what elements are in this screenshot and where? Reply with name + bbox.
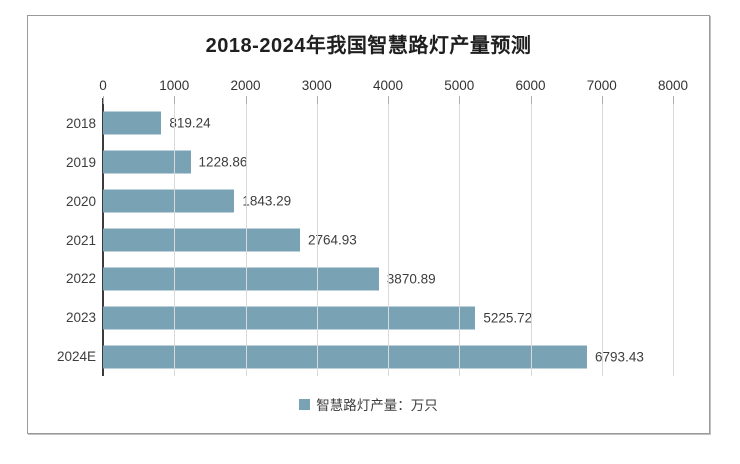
x-tick-label: 1000	[159, 78, 190, 93]
x-tick-label: 3000	[301, 78, 332, 93]
legend-square-marker	[299, 398, 311, 410]
x-tick-label: 6000	[515, 78, 546, 93]
gridline	[174, 104, 176, 376]
category-label: 2024E	[56, 349, 96, 365]
bar-row: 819.24	[103, 104, 673, 143]
bar-row: 5225.72	[103, 298, 673, 337]
value-label: 819.24	[169, 115, 211, 131]
category-axis-labels: 2018 2019 2020 2021 2022 2023 2024E	[32, 104, 96, 376]
bar-2024E	[103, 345, 588, 369]
axis-tick-mark	[316, 96, 318, 104]
bar-row: 3870.89	[103, 259, 673, 298]
bar-2021	[103, 228, 300, 252]
axis-tick-mark	[245, 96, 247, 104]
axis-tick-mark	[459, 96, 461, 104]
category-label: 2022	[65, 271, 96, 287]
axis-tick-mark	[174, 96, 176, 104]
legend-label: 智慧路灯产量：万只	[316, 398, 438, 413]
axis-tick-mark	[601, 96, 603, 104]
category-label: 2023	[65, 310, 96, 326]
x-axis: 0 1000 2000 3000 4000 5000 6000 7000 8000	[28, 78, 709, 96]
value-label: 1843.29	[242, 193, 292, 209]
chart-container: 2018-2024年我国智慧路灯产量预测 0 1000 2000 3000 4000 50…	[27, 15, 710, 434]
category-label: 2019	[65, 154, 96, 170]
x-tick-label: 8000	[657, 78, 689, 93]
category-label: 2021	[65, 232, 96, 248]
axis-tick-mark	[530, 96, 532, 104]
bar-2020	[103, 189, 235, 213]
gridline	[673, 104, 674, 376]
category-label: 2018	[65, 115, 96, 131]
bar-row: 6793.43	[103, 337, 673, 376]
value-label: 1228.86	[198, 154, 248, 170]
bar-row: 2764.93	[103, 221, 673, 260]
x-tick-label: 0	[99, 78, 107, 93]
gridline	[459, 104, 461, 376]
gridline	[601, 104, 603, 376]
gridline	[245, 104, 247, 376]
chart-title: 2018-2024年我国智慧路灯产量预测	[205, 35, 532, 57]
x-tick-label: 2000	[230, 78, 261, 93]
value-label: 6793.43	[595, 349, 644, 365]
axis-tick-mark	[103, 96, 104, 104]
value-label: 2764.93	[308, 232, 357, 248]
legend: 智慧路灯产量：万只	[28, 394, 709, 414]
value-label: 3870.89	[386, 271, 436, 287]
bar-2022	[103, 267, 379, 291]
gridline	[316, 104, 318, 376]
plot-area: 819.24 1228.86 1843.29 2764.93 3870.89 5225.7…	[102, 96, 674, 376]
bar-rows: 819.24 1228.86 1843.29 2764.93 3870.89 5225.7…	[103, 104, 673, 376]
value-label: 5225.72	[483, 310, 533, 326]
x-tick-label: 7000	[586, 78, 617, 93]
axis-tick-mark	[388, 96, 389, 104]
bar-2018	[103, 111, 162, 135]
x-tick-label: 4000	[372, 78, 404, 93]
bar-row: 1228.86	[103, 143, 673, 182]
x-tick-label: 5000	[444, 78, 475, 93]
gridline	[388, 104, 389, 376]
bar-2023	[103, 306, 476, 330]
axis-tick-mark	[673, 96, 674, 104]
category-label: 2020	[65, 193, 96, 209]
bar-row: 1843.29	[103, 182, 673, 221]
bar-2019	[103, 150, 191, 174]
gridline	[530, 104, 532, 376]
